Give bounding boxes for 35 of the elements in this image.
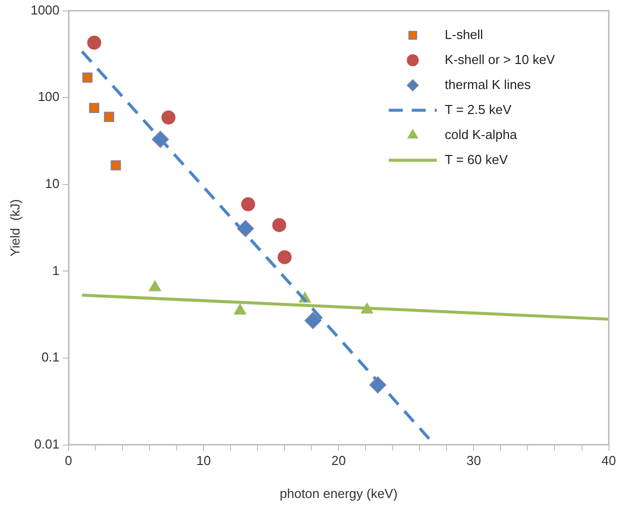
legend-label: T = 60 keV: [444, 152, 508, 167]
point: [360, 302, 374, 314]
point: [87, 36, 102, 50]
point: [272, 218, 286, 232]
x-axis-title: photon energy (keV): [280, 486, 398, 501]
x-tick-label: 40: [602, 453, 616, 468]
y-tick-label: 0.01: [34, 436, 60, 452]
x-tick-label: 20: [331, 453, 346, 468]
point: [304, 312, 322, 330]
legend-label: L-shell: [444, 26, 484, 42]
legend-label: K-shell or > 10 keV: [444, 52, 556, 67]
y-tick-label: 100: [38, 89, 60, 104]
x-tick-label: 0: [64, 453, 72, 468]
point: [234, 304, 246, 315]
point: [89, 102, 100, 114]
point: [148, 280, 162, 292]
legend-label: T = 2.5 keV: [444, 102, 512, 117]
y-tick-label: 1000: [30, 2, 60, 18]
x-tick-label: 30: [466, 453, 481, 468]
legend-label: thermal K lines: [444, 76, 532, 92]
point: [278, 250, 292, 264]
point: [104, 112, 114, 122]
y-tick-label: 1: [52, 262, 60, 278]
y-tick-label: 0.1: [41, 350, 60, 365]
y-axis-title: Yield (kJ): [7, 199, 22, 256]
point: [236, 220, 254, 238]
point: [161, 110, 176, 124]
point: [110, 160, 121, 170]
point: [241, 197, 256, 212]
y-tick-label: 10: [45, 176, 60, 191]
point: [152, 130, 169, 148]
x-tick-label: 10: [196, 453, 211, 468]
legend-label: cold K-alpha: [444, 126, 518, 142]
point: [82, 72, 93, 83]
point: [369, 376, 386, 394]
